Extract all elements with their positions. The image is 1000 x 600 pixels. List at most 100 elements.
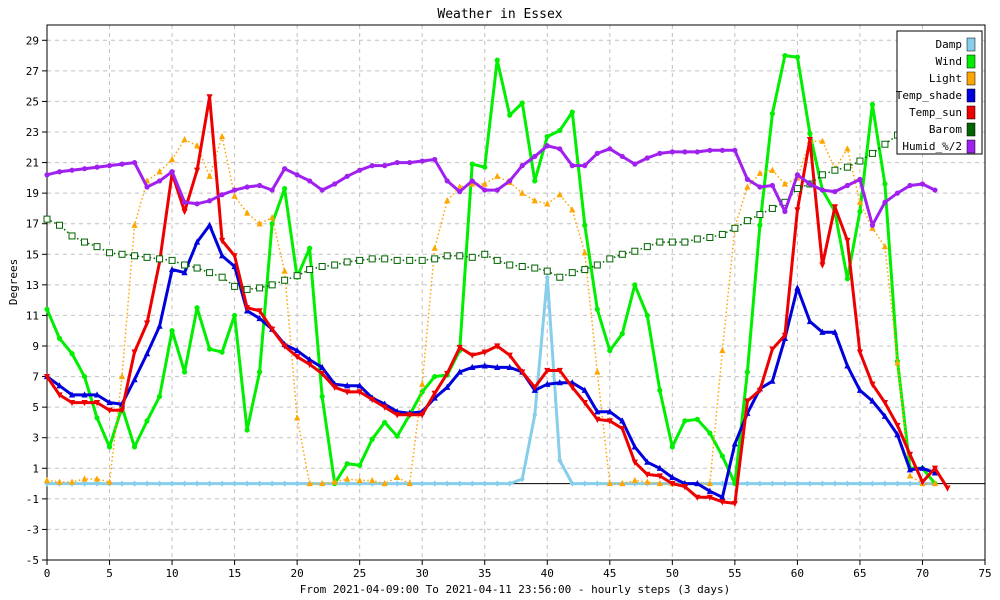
data-point	[419, 380, 426, 387]
data-point	[344, 480, 350, 487]
data-point	[394, 480, 400, 487]
data-point	[944, 485, 951, 492]
data-point	[93, 399, 101, 407]
data-point	[556, 379, 563, 386]
data-point	[931, 469, 939, 476]
data-point	[556, 191, 563, 198]
data-point	[381, 255, 389, 263]
data-point	[332, 181, 338, 187]
data-point	[331, 261, 339, 269]
data-point	[594, 480, 600, 487]
data-point	[481, 362, 488, 369]
data-point	[569, 480, 575, 487]
data-point	[156, 480, 163, 487]
data-point	[719, 480, 725, 487]
data-point	[44, 172, 50, 178]
data-point	[344, 475, 351, 482]
data-point	[131, 376, 138, 383]
legend-swatch	[966, 139, 976, 154]
data-point	[369, 396, 376, 404]
y-tick-label: 29	[26, 34, 39, 47]
y-tick-label: 17	[26, 218, 39, 231]
data-point	[857, 480, 863, 487]
data-point	[356, 389, 363, 396]
x-tick-label: 25	[353, 567, 366, 580]
data-point	[856, 157, 864, 165]
data-point	[282, 166, 288, 172]
data-point	[432, 480, 438, 487]
data-point	[306, 479, 313, 487]
data-point	[518, 263, 526, 271]
data-point	[719, 453, 725, 459]
data-point	[544, 143, 550, 149]
data-point	[543, 267, 551, 275]
x-tick-label: 20	[291, 567, 304, 580]
data-point	[569, 206, 576, 213]
data-point	[169, 480, 175, 487]
data-point	[382, 419, 388, 426]
data-point	[344, 461, 350, 467]
data-point	[644, 312, 650, 319]
data-point	[69, 351, 75, 357]
data-point	[444, 480, 450, 487]
data-point	[419, 158, 425, 164]
data-point	[756, 169, 763, 176]
data-point	[669, 473, 676, 481]
data-point	[557, 127, 563, 134]
data-point	[418, 256, 426, 264]
data-point	[257, 480, 263, 487]
data-point	[94, 480, 100, 487]
plot-border	[46, 24, 986, 561]
data-point	[544, 380, 551, 387]
data-point	[731, 440, 738, 447]
data-point	[344, 173, 350, 179]
data-point	[131, 159, 138, 166]
data-point	[506, 363, 513, 370]
data-point	[344, 382, 351, 389]
data-point	[631, 247, 639, 255]
y-tick-label: 11	[26, 309, 39, 322]
data-point	[319, 187, 325, 193]
data-point	[656, 464, 663, 471]
data-point	[644, 458, 651, 465]
data-point	[506, 261, 514, 269]
data-point	[657, 150, 663, 156]
data-point	[406, 412, 413, 419]
data-point	[869, 397, 876, 404]
data-point	[456, 183, 463, 190]
legend: Damp Wind Light Temp_shade Temp_sun Barom Humi…	[896, 30, 983, 155]
data-point	[194, 480, 200, 487]
data-point	[143, 350, 151, 357]
data-point	[131, 252, 139, 260]
legend-label: Damp	[936, 38, 963, 51]
data-point	[793, 185, 801, 193]
data-point	[618, 250, 626, 258]
data-point	[432, 156, 438, 163]
data-point	[469, 161, 475, 167]
y-tick-label: -3	[26, 523, 39, 536]
data-point	[507, 480, 513, 487]
data-point	[419, 480, 425, 487]
data-point	[68, 399, 76, 407]
data-point	[231, 282, 239, 290]
data-point	[69, 167, 75, 173]
series-humid-2	[44, 143, 938, 228]
data-point	[369, 476, 376, 484]
data-point	[557, 146, 563, 152]
data-point	[794, 480, 800, 487]
data-point	[694, 479, 701, 487]
data-point	[106, 444, 113, 450]
data-point	[907, 480, 913, 487]
data-point	[143, 320, 151, 327]
data-point	[81, 399, 88, 407]
data-point	[106, 398, 113, 406]
data-point	[144, 184, 150, 190]
data-point	[794, 284, 801, 291]
data-point	[257, 182, 263, 189]
data-point	[232, 187, 238, 193]
data-point	[306, 356, 313, 363]
data-point	[482, 164, 488, 170]
data-point	[294, 414, 301, 421]
data-point	[394, 433, 400, 439]
